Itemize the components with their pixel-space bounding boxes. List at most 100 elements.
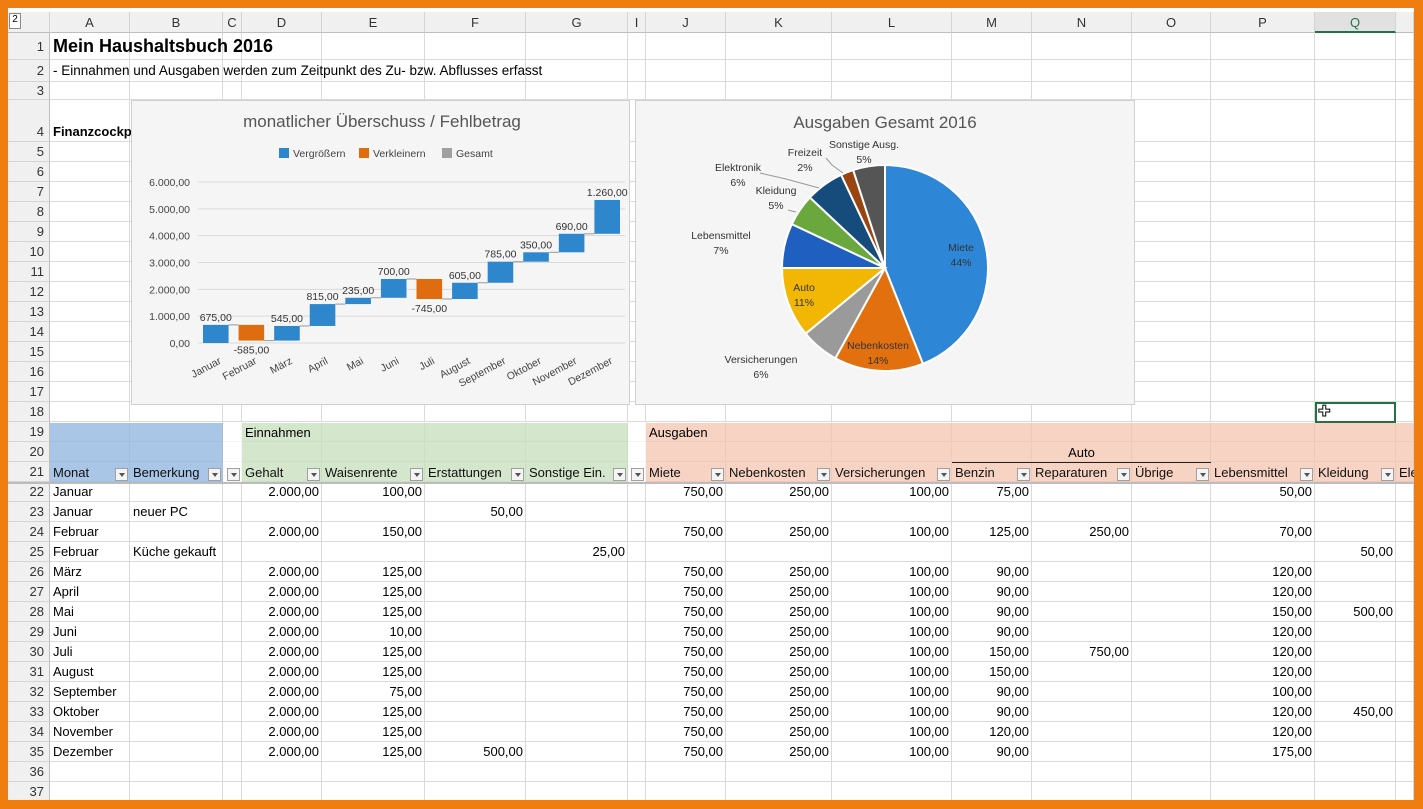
table-cell-J[interactable]: 750,00 xyxy=(683,524,723,539)
cell-J31[interactable] xyxy=(646,662,726,682)
filter-dropdown-icon[interactable] xyxy=(410,468,423,481)
cell-R9[interactable] xyxy=(1396,222,1414,242)
cell-I21[interactable] xyxy=(628,462,646,482)
cell-N23[interactable] xyxy=(1032,502,1132,522)
cell-G2[interactable] xyxy=(526,60,628,82)
cell-L22[interactable] xyxy=(832,482,952,502)
cell-K2[interactable] xyxy=(726,60,832,82)
cell-G23[interactable] xyxy=(526,502,628,522)
cell-R19[interactable] xyxy=(1396,422,1414,442)
cell-J20[interactable] xyxy=(646,442,726,462)
cell-A24[interactable] xyxy=(50,522,130,542)
cell-N18[interactable] xyxy=(1032,402,1132,422)
cell-N20[interactable] xyxy=(1032,442,1132,462)
cell-P2[interactable] xyxy=(1211,60,1315,82)
cell-Q26[interactable] xyxy=(1315,562,1396,582)
table-cell-P[interactable]: 70,00 xyxy=(1279,524,1312,539)
cell-C3[interactable] xyxy=(223,82,242,100)
cell-Q12[interactable] xyxy=(1315,282,1396,302)
table-cell-D[interactable]: 2.000,00 xyxy=(268,644,319,659)
column-header-J[interactable]: J xyxy=(646,12,726,33)
table-cell-K[interactable]: 250,00 xyxy=(789,584,829,599)
table-cell-P[interactable]: 120,00 xyxy=(1272,584,1312,599)
cell-P18[interactable] xyxy=(1211,402,1315,422)
cell-O11[interactable] xyxy=(1132,262,1211,282)
table-cell-M[interactable]: 90,00 xyxy=(996,744,1029,759)
cell-I27[interactable] xyxy=(628,582,646,602)
cell-G19[interactable] xyxy=(526,422,628,442)
cell-E34[interactable] xyxy=(322,722,425,742)
cell-A7[interactable] xyxy=(50,182,130,202)
row-header-21[interactable]: 21 xyxy=(8,462,50,482)
cell-P19[interactable] xyxy=(1211,422,1315,442)
cell-B31[interactable] xyxy=(130,662,223,682)
cell-K20[interactable] xyxy=(726,442,832,462)
table-cell-D[interactable]: 2.000,00 xyxy=(268,604,319,619)
cell-N22[interactable] xyxy=(1032,482,1132,502)
cell-L35[interactable] xyxy=(832,742,952,762)
table-cell-P[interactable]: 120,00 xyxy=(1272,624,1312,639)
cell-D26[interactable] xyxy=(242,562,322,582)
cell-Q36[interactable] xyxy=(1315,762,1396,782)
cell-B23[interactable] xyxy=(130,502,223,522)
cell-L31[interactable] xyxy=(832,662,952,682)
cell-A2[interactable] xyxy=(50,60,130,82)
cell-M24[interactable] xyxy=(952,522,1032,542)
cell-K33[interactable] xyxy=(726,702,832,722)
cell-O5[interactable] xyxy=(1132,142,1211,162)
filter-dropdown-icon[interactable] xyxy=(613,468,626,481)
cell-M3[interactable] xyxy=(952,82,1032,100)
cell-O29[interactable] xyxy=(1132,622,1211,642)
row-header-6[interactable]: 6 xyxy=(8,162,50,182)
cell-E26[interactable] xyxy=(322,562,425,582)
cell-D3[interactable] xyxy=(242,82,322,100)
pie-slice[interactable] xyxy=(780,267,888,336)
cell-E33[interactable] xyxy=(322,702,425,722)
cell-B30[interactable] xyxy=(130,642,223,662)
cell-F26[interactable] xyxy=(425,562,526,582)
selected-cell-Q18[interactable] xyxy=(1315,402,1396,423)
cell-I37[interactable] xyxy=(628,782,646,800)
filter-dropdown-icon[interactable] xyxy=(937,468,950,481)
row-header-8[interactable]: 8 xyxy=(8,202,50,222)
cell-R8[interactable] xyxy=(1396,202,1414,222)
cell-R28[interactable] xyxy=(1396,602,1414,622)
cell-J23[interactable] xyxy=(646,502,726,522)
cell-A8[interactable] xyxy=(50,202,130,222)
row-header-22[interactable]: 22 xyxy=(8,482,50,502)
cell-F21[interactable] xyxy=(425,462,526,482)
cell-M31[interactable] xyxy=(952,662,1032,682)
cell-B24[interactable] xyxy=(130,522,223,542)
cell-E2[interactable] xyxy=(322,60,425,82)
cell-O31[interactable] xyxy=(1132,662,1211,682)
table-cell-A[interactable]: Juni xyxy=(53,624,77,639)
table-cell-E[interactable]: 125,00 xyxy=(382,744,422,759)
cell-A23[interactable] xyxy=(50,502,130,522)
cell-A3[interactable] xyxy=(50,82,130,100)
cell-C19[interactable] xyxy=(223,422,242,442)
cell-D25[interactable] xyxy=(242,542,322,562)
table-cell-L[interactable]: 100,00 xyxy=(909,584,949,599)
cell-O20[interactable] xyxy=(1132,442,1211,462)
cell-R33[interactable] xyxy=(1396,702,1414,722)
cell-M21[interactable] xyxy=(952,462,1032,482)
cell-O27[interactable] xyxy=(1132,582,1211,602)
cell-D18[interactable] xyxy=(242,402,322,422)
cell-A13[interactable] xyxy=(50,302,130,322)
cell-O8[interactable] xyxy=(1132,202,1211,222)
cell-L19[interactable] xyxy=(832,422,952,442)
cell-G25[interactable] xyxy=(526,542,628,562)
cell-F34[interactable] xyxy=(425,722,526,742)
row-header-28[interactable]: 28 xyxy=(8,602,50,622)
table-cell-D[interactable]: 2.000,00 xyxy=(268,744,319,759)
cell-L24[interactable] xyxy=(832,522,952,542)
table-cell-K[interactable]: 250,00 xyxy=(789,684,829,699)
cell-K1[interactable] xyxy=(726,33,832,60)
cell-G20[interactable] xyxy=(526,442,628,462)
cell-G29[interactable] xyxy=(526,622,628,642)
cell-D37[interactable] xyxy=(242,782,322,800)
table-cell-M[interactable]: 90,00 xyxy=(996,604,1029,619)
cell-O16[interactable] xyxy=(1132,362,1211,382)
cell-Q31[interactable] xyxy=(1315,662,1396,682)
table-cell-Q[interactable]: 50,00 xyxy=(1360,544,1393,559)
